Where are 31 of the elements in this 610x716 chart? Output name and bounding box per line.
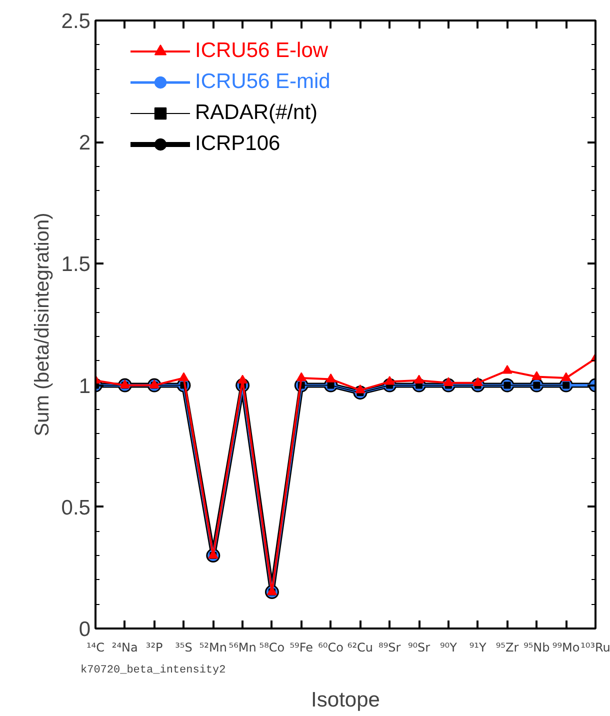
x-tick-label: ¹⁴C [86, 640, 104, 654]
y-tick-label: 0 [78, 618, 91, 641]
y-tick-label: 0.5 [61, 496, 91, 520]
text: k70720_beta_intensity2 [80, 664, 226, 676]
x-tick-label: ⁵⁹Fe [290, 640, 314, 654]
x-tick-label: ⁹⁹Mo [552, 640, 580, 654]
x-tick-label: ³⁵S [175, 640, 192, 654]
x-tick-label: ⁹⁰Sr [408, 640, 430, 654]
y-tick-label: 2.5 [61, 10, 91, 33]
x-tick-label: ⁸⁹Sr [378, 640, 401, 654]
legend-label: ICRP106 [195, 131, 280, 157]
x-axis-title: Isotope [311, 688, 380, 712]
y-axis-title: Sum (beta/disintegration) [31, 212, 54, 436]
x-tick-label: ²⁴Na [112, 640, 138, 654]
x-tick-label: ⁹⁵Zr [496, 640, 519, 654]
x-tick-label: ⁵⁶Mn [228, 640, 256, 654]
legend-label: ICRU56 E-mid [195, 69, 330, 95]
y-tick-label: 1 [78, 374, 91, 398]
x-tick-label: ¹⁰³Ru [580, 640, 610, 654]
x-tick-label: ⁹⁰Y [440, 640, 458, 654]
x-tick-label: ⁵²Mn [199, 640, 227, 654]
x-tick-label: ⁹¹Y [469, 640, 487, 654]
x-tick-label: ³²P [146, 640, 163, 654]
x-tick-label: ⁶⁰Co [318, 640, 344, 654]
y-tick-label: 2 [78, 132, 91, 155]
legend-label: ICRU56 E-low [195, 38, 328, 64]
x-tick-label: ⁶²Cu [347, 640, 374, 654]
legend-label: RADAR(#/nt) [195, 100, 318, 126]
y-tick-label: 1.5 [61, 253, 91, 276]
x-tick-label: ⁵⁸Co [259, 640, 285, 654]
x-tick-label: ⁹⁵Nb [524, 640, 550, 654]
